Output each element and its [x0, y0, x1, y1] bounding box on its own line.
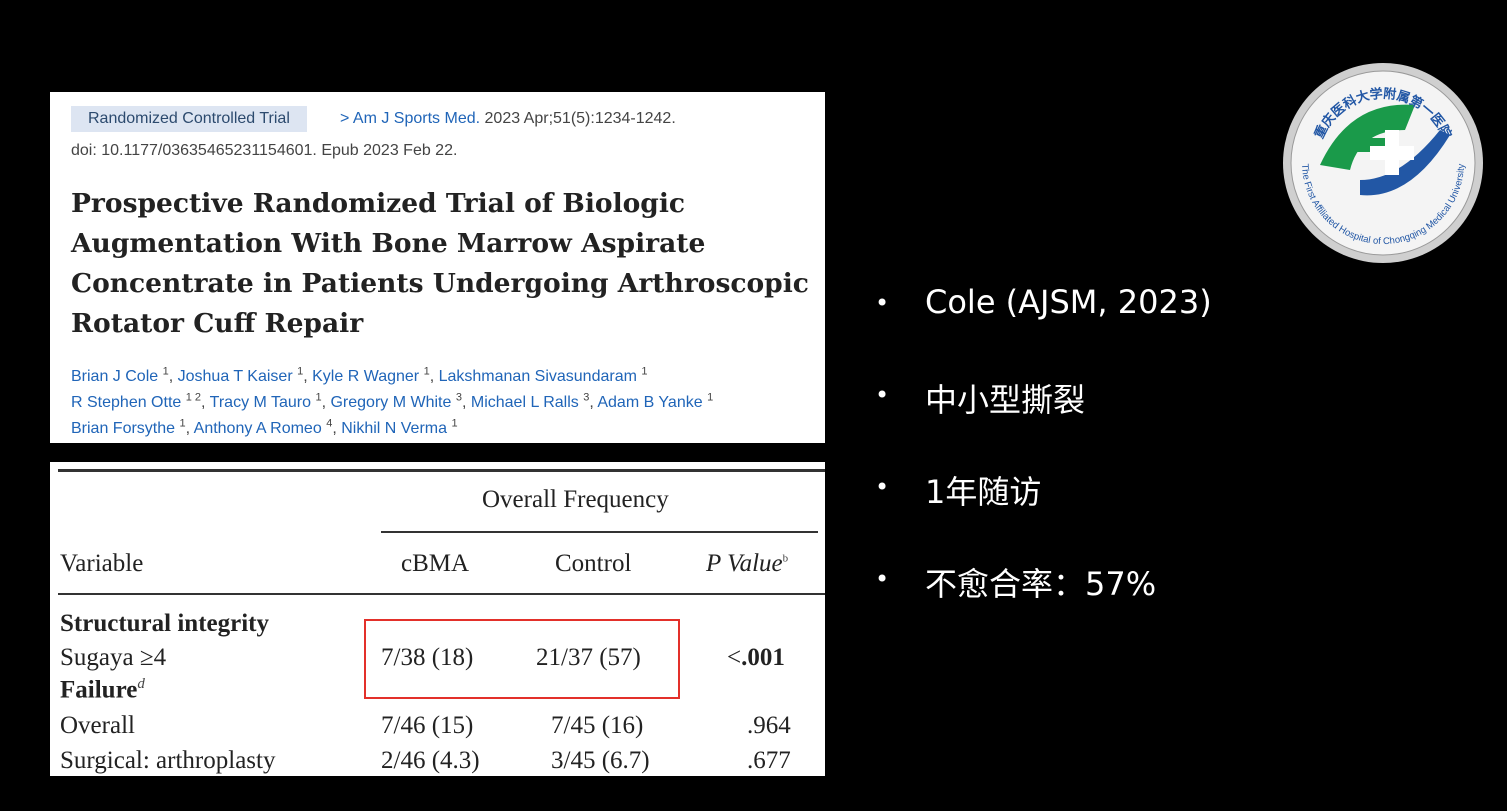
author: Tracy M Tauro 1 — [209, 392, 331, 412]
author-name[interactable]: Lakshmanan Sivasundaram — [438, 368, 637, 386]
author-name[interactable]: Kyle R Wagner — [312, 368, 420, 386]
bullet-text: 1年随访 — [925, 473, 1042, 511]
doi: doi: 10.1177/03635465231154601. Epub 202… — [71, 142, 458, 159]
author: R Stephen Otte 1 2 — [71, 392, 210, 412]
author-name[interactable]: Brian Forsythe — [71, 420, 176, 438]
highlight-box — [364, 619, 680, 699]
cell: 2/46 (4.3) — [381, 747, 480, 774]
affiliation: 1 — [162, 366, 169, 378]
author: Kyle R Wagner 1 — [312, 366, 438, 386]
col-header: Variable — [60, 550, 144, 577]
author: Gregory M White 3 — [330, 392, 470, 412]
author: Lakshmanan Sivasundaram 1 — [438, 366, 648, 386]
cell: 3/45 (6.7) — [551, 747, 650, 774]
cell: 7/38 (18) — [381, 644, 474, 671]
affiliation: 1 — [707, 392, 714, 404]
author-name[interactable]: Brian J Cole — [71, 368, 159, 386]
bullet-text: Cole (AJSM, 2023) — [925, 283, 1212, 321]
bullet-text: 中小型撕裂 — [925, 381, 1086, 419]
author-name[interactable]: Nikhil N Verma — [341, 420, 448, 438]
affiliation: 1 — [315, 392, 322, 404]
author: Joshua T Kaiser 1 — [177, 366, 313, 386]
author: Anthony A Romeo 4 — [193, 418, 342, 438]
citation: 2023 Apr;51(5):1234-1242. — [484, 110, 676, 127]
cell: Sugaya ≥4 — [60, 644, 167, 671]
results-table: Overall Frequency Variable cBMA Control … — [50, 462, 825, 776]
journal[interactable]: Am J Sports Med. — [352, 110, 481, 127]
bullet: 不愈合率：57% — [875, 559, 1156, 605]
cell: Overall — [60, 712, 135, 739]
col-header: Control — [555, 550, 632, 577]
cell: .677 — [747, 747, 791, 774]
section-label: Failure — [60, 676, 138, 704]
author-name[interactable]: Anthony A Romeo — [193, 420, 322, 438]
affiliation: 1 — [179, 418, 186, 430]
p-prefix: < — [727, 644, 742, 671]
cell: 21/37 (57) — [536, 644, 641, 671]
cell: <.001 — [727, 644, 785, 672]
affiliation: 4 — [326, 418, 333, 430]
note: d — [137, 676, 145, 692]
author: Brian Forsythe 1 — [71, 418, 194, 438]
p-value: .001 — [741, 644, 785, 671]
bullet: 1年随访 — [875, 467, 1041, 513]
author-line: Brian Forsythe 1Anthony A Romeo 4Nikhil … — [71, 418, 458, 438]
author-name[interactable]: Michael L Ralls — [470, 394, 579, 412]
journal-line: > Am J Sports Med. 2023 Apr;51(5):1234-1… — [340, 110, 676, 127]
affiliation: 1 — [423, 366, 430, 378]
author-line: R Stephen Otte 1 2Tracy M Tauro 1Gregory… — [71, 392, 713, 412]
section: Structural integrity — [60, 610, 269, 637]
cell: 7/46 (15) — [381, 712, 474, 739]
article-header: Randomized Controlled Trial > Am J Sport… — [50, 92, 825, 443]
col-header: P Valueb — [706, 550, 788, 578]
logo: 重庆医科大学附属第一医院 The First Affiliated Hospit… — [1283, 63, 1483, 263]
cell: .964 — [747, 712, 791, 739]
affiliation: 1 — [451, 418, 458, 430]
article-title: Prospective Randomized Trial of Biologic… — [71, 188, 809, 339]
affiliation: 1 — [641, 366, 648, 378]
affiliation: 3 — [455, 392, 462, 404]
note: b — [782, 552, 789, 565]
affiliation: 1 — [297, 366, 304, 378]
bullet: Cole (AJSM, 2023) — [875, 283, 1212, 321]
author-name[interactable]: Joshua T Kaiser — [177, 368, 293, 386]
author: Brian J Cole 1 — [71, 366, 178, 386]
author: Adam B Yanke 1 — [597, 392, 714, 412]
author-name[interactable]: Adam B Yanke — [597, 394, 703, 412]
group-header: Overall Frequency — [482, 486, 669, 513]
author: Nikhil N Verma 1 — [341, 418, 458, 438]
badge: Randomized Controlled Trial — [71, 106, 307, 132]
cell: Surgical: arthroplasty — [60, 747, 276, 774]
bullet: 中小型撕裂 — [875, 375, 1085, 421]
col-header: cBMA — [401, 550, 470, 577]
author: Michael L Ralls 3 — [470, 392, 597, 412]
section: Failured — [60, 676, 145, 704]
affiliation: 3 — [583, 392, 590, 404]
author-name[interactable]: Tracy M Tauro — [209, 394, 312, 412]
author-line: Brian J Cole 1Joshua T Kaiser 1Kyle R Wa… — [71, 366, 648, 386]
bullet-text: 不愈合率：57% — [925, 565, 1157, 603]
author-name[interactable]: R Stephen Otte — [71, 394, 182, 412]
affiliation: 1 2 — [185, 392, 202, 404]
cell: 7/45 (16) — [551, 712, 644, 739]
p-header: P Value — [706, 550, 783, 577]
author-name[interactable]: Gregory M White — [330, 394, 452, 412]
